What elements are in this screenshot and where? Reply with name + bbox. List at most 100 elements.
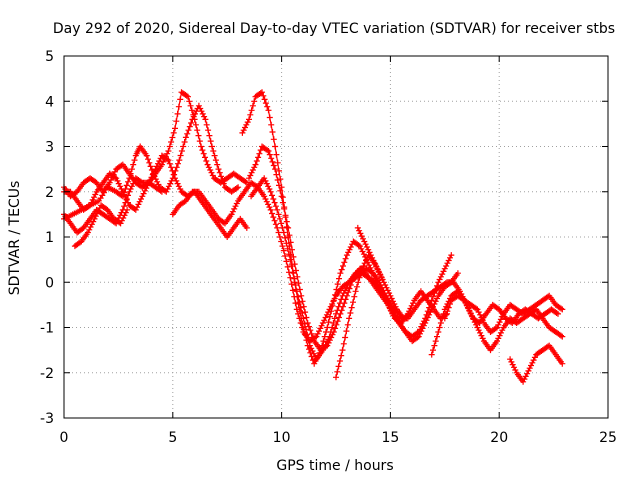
data-point [363,257,369,264]
data-point [274,206,281,213]
data-point [432,338,439,345]
data-point [443,311,450,318]
data-point [146,159,153,166]
data-point [404,310,411,317]
data-point [443,263,450,269]
data-point [330,320,337,326]
data-point [524,370,531,377]
data-point [316,328,322,335]
data-point [342,334,349,341]
data-point [351,293,358,300]
data-point [202,116,209,123]
data-point [347,244,354,250]
data-point [426,311,433,318]
y-tick-label: -3 [40,411,54,427]
data-point [84,229,91,236]
data-point [172,167,179,174]
series-arc-11 [354,224,407,322]
data-point [313,333,320,340]
data-point [289,269,296,276]
data-point [374,265,381,272]
data-point [346,285,353,292]
data-point [269,210,275,217]
data-point [278,193,285,200]
data-point [496,332,503,339]
data-point [135,201,142,208]
data-point [267,206,274,213]
data-point [299,298,306,305]
data-point [269,192,275,199]
data-point [229,208,236,215]
data-point [198,108,205,115]
data-point [345,289,352,296]
data-point [185,127,192,134]
data-point [337,270,344,277]
data-point [154,178,161,185]
data-point [123,196,130,202]
data-point [276,215,283,222]
data-point [139,193,146,200]
data-point [423,317,430,324]
data-point [247,172,254,179]
data-point [308,345,315,352]
data-point [387,292,394,299]
data-point [441,265,448,272]
data-point [284,263,291,270]
data-point [348,304,355,311]
data-point [123,182,130,189]
data-point [336,314,342,321]
data-point [303,314,310,321]
data-point [388,295,395,302]
data-point [511,364,517,371]
data-point [171,171,178,178]
data-point [300,303,307,310]
data-point [131,157,138,164]
data-point [181,139,188,145]
data-point [240,127,247,134]
data-point [243,224,250,231]
data-point [318,322,325,329]
data-point [178,148,185,154]
data-point [379,276,386,283]
data-point [90,218,97,225]
y-tick-label: 2 [45,185,54,201]
data-point [211,152,218,159]
data-point [508,358,515,365]
data-point [283,240,290,247]
data-point [344,321,351,328]
data-point [295,280,302,287]
data-point [282,234,289,241]
data-point [496,319,503,326]
data-point [434,333,440,340]
data-point [192,121,199,128]
data-point [465,305,472,312]
series-arc-4 [61,102,242,222]
data-point [436,276,443,283]
data-point [366,249,373,256]
data-point [437,273,444,280]
data-point [158,161,165,168]
data-point [327,329,334,335]
series-arc-12 [428,288,566,358]
data-point [203,121,210,128]
data-point [454,270,461,277]
data-point [177,96,184,103]
data-point [358,245,365,252]
data-point [471,319,478,326]
data-point [432,286,439,293]
data-point [311,360,318,367]
data-point [440,268,447,275]
data-point [359,265,366,272]
data-point [474,324,481,331]
data-point [439,271,446,278]
data-point [340,290,347,297]
x-tick-label: 0 [60,430,69,446]
data-point [558,305,564,312]
data-point [512,367,519,373]
data-point [216,169,223,176]
data-point [147,177,154,183]
data-point [92,191,99,198]
data-point [138,196,144,202]
data-point [270,162,277,169]
data-point [109,174,116,181]
